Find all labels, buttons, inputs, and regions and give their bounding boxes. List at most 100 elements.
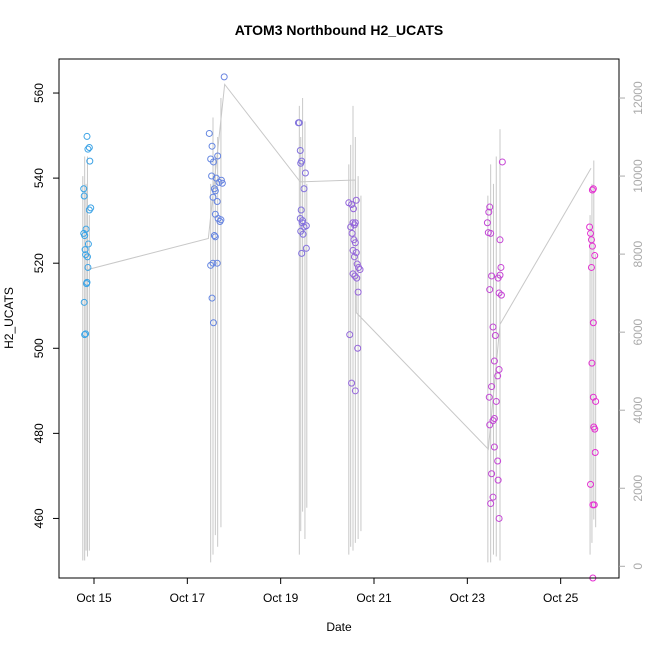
- data-point: [588, 186, 596, 194]
- data-point: [591, 425, 599, 433]
- data-point: [591, 449, 599, 457]
- data-point: [486, 203, 494, 211]
- data-point: [356, 266, 364, 274]
- y-tick-label: 520: [32, 253, 46, 273]
- data-point: [490, 357, 498, 365]
- data-point: [349, 205, 357, 213]
- data-point: [299, 230, 307, 238]
- data-point: [84, 145, 92, 153]
- secondary-line-path: [86, 83, 592, 451]
- data-point: [214, 152, 222, 160]
- y-tick-label: 560: [32, 83, 46, 103]
- data-point: [351, 239, 359, 247]
- data-point: [82, 225, 90, 233]
- data-point: [348, 379, 356, 387]
- data-point: [354, 288, 362, 296]
- data-point: [348, 229, 356, 237]
- data-point: [489, 323, 497, 331]
- data-point: [587, 236, 595, 244]
- x-tick-label: Oct 19: [263, 591, 299, 605]
- data-point: [298, 157, 306, 165]
- y2-tick-label: 12000: [631, 81, 645, 115]
- data-point: [486, 286, 494, 294]
- chart-title: ATOM3 Northbound H2_UCATS: [235, 22, 443, 38]
- data-point: [352, 196, 360, 204]
- data-point: [485, 393, 493, 401]
- data-point: [496, 236, 504, 244]
- data-point: [489, 493, 497, 501]
- data-point: [218, 179, 226, 187]
- plot-frame: [58, 58, 620, 579]
- data-point: [494, 457, 502, 465]
- data-point: [588, 359, 596, 367]
- data-point: [84, 263, 92, 271]
- data-point: [348, 200, 356, 208]
- data-point: [211, 233, 219, 241]
- data-point: [485, 208, 493, 216]
- data-point: [497, 263, 505, 271]
- x-tick-label: Oct 15: [76, 591, 112, 605]
- data-point: [589, 319, 597, 327]
- data-point: [83, 253, 91, 261]
- data-point: [351, 272, 359, 280]
- x-tick-label: Oct 17: [170, 591, 206, 605]
- data-point: [220, 73, 228, 81]
- data-point: [587, 263, 595, 271]
- secondary-line-series: [82, 83, 597, 563]
- y-tick-label: 460: [32, 508, 46, 528]
- data-point: [209, 259, 217, 267]
- y-tick-label: 500: [32, 338, 46, 358]
- data-point: [592, 397, 600, 405]
- data-point: [81, 331, 89, 339]
- data-point: [295, 119, 303, 127]
- data-point: [211, 187, 219, 195]
- data-point: [297, 206, 305, 214]
- data-point: [217, 176, 225, 184]
- x-tick-label: Oct 21: [356, 591, 392, 605]
- data-point: [496, 271, 504, 279]
- data-point: [495, 514, 503, 522]
- data-point: [490, 443, 498, 451]
- data-point: [492, 397, 500, 405]
- data-point: [488, 470, 496, 478]
- data-point: [349, 270, 357, 278]
- data-point: [215, 178, 223, 186]
- data-point: [351, 387, 359, 395]
- data-point: [586, 223, 594, 231]
- data-point: [354, 344, 362, 352]
- data-point: [486, 421, 494, 429]
- data-point: [302, 222, 310, 230]
- data-point: [81, 246, 89, 254]
- data-point: [209, 193, 217, 201]
- y-tick-label: 540: [32, 168, 46, 188]
- y-tick-label: 480: [32, 423, 46, 443]
- data-point: [213, 259, 221, 267]
- data-point: [350, 253, 358, 261]
- data-point: [80, 185, 88, 193]
- data-point: [346, 331, 354, 339]
- y2-tick-label: 8000: [631, 240, 645, 267]
- data-point: [487, 229, 495, 237]
- data-point: [488, 272, 496, 280]
- data-point: [208, 142, 216, 150]
- data-point: [351, 219, 359, 227]
- data-point: [588, 242, 596, 250]
- data-point: [298, 249, 306, 257]
- data-point: [217, 216, 225, 224]
- data-point: [495, 289, 503, 297]
- data-point: [80, 192, 88, 200]
- data-point: [353, 274, 361, 282]
- x-tick-label: Oct 25: [543, 591, 579, 605]
- data-point: [352, 249, 360, 257]
- data-point: [302, 244, 310, 252]
- x-axis-label: Date: [326, 620, 352, 634]
- data-point: [498, 158, 506, 166]
- data-point: [494, 372, 502, 380]
- data-point: [84, 240, 92, 248]
- data-point: [587, 229, 595, 237]
- data-point: [590, 501, 598, 509]
- data-point: [87, 204, 95, 212]
- y2-tick-label: 6000: [631, 318, 645, 345]
- data-point: [207, 261, 215, 269]
